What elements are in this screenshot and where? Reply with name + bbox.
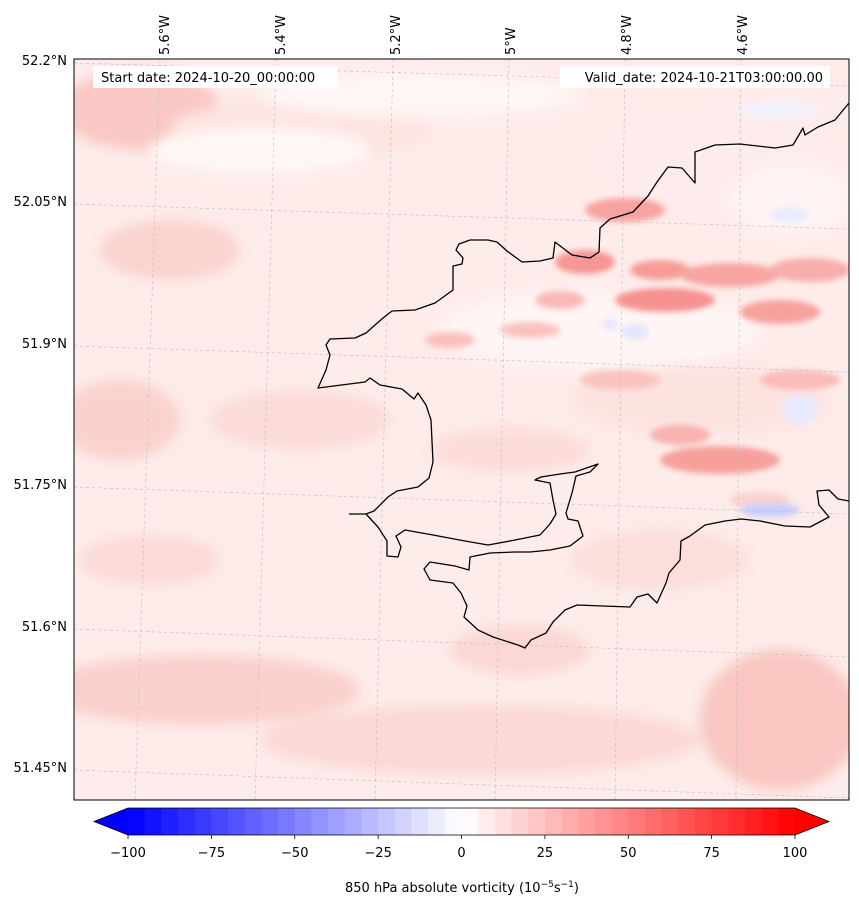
lat-label-52.05N: 52.05°N <box>14 195 67 210</box>
start-date-label: Start date: 2024-10-20_00:00:00 <box>101 71 315 86</box>
start-date-box: Start date: 2024-10-20_00:00:00 <box>93 66 338 88</box>
colorbar-cell <box>344 808 363 835</box>
colorbar-cell <box>311 808 329 835</box>
colorbar-cell <box>244 808 263 835</box>
map-plot-area: Start date: 2024-10-20_00:00:00 Valid_da… <box>73 58 850 801</box>
colorbar-cell <box>761 808 779 835</box>
colorbar-cell <box>528 808 546 835</box>
colorbar-cell <box>778 808 796 835</box>
colorbar-min-extend-arrow <box>94 808 128 835</box>
colorbar-cell <box>578 808 596 835</box>
colorbar-cell <box>694 808 713 835</box>
vorticity-strong-cells <box>425 198 849 508</box>
colorbar-cell <box>428 808 446 835</box>
lat-label-52.2N: 52.2°N <box>22 54 67 69</box>
valid-date-box: Valid_date: 2024-10-21T03:00:00.00 <box>560 66 830 88</box>
colorbar-cell <box>728 808 746 835</box>
colorbar-cell <box>261 808 279 835</box>
colorbar-tick-label: 100 <box>783 846 808 861</box>
colorbar-cell <box>294 808 313 835</box>
colorbar-title: 850 hPa absolute vorticity (10−5s−1) <box>345 880 579 896</box>
colorbar-cell <box>161 808 179 835</box>
lon-label-5W: 5°W <box>504 27 519 55</box>
vorticity-negative-cells <box>602 102 820 517</box>
colorbar-tick-label: 25 <box>537 846 554 861</box>
map-frame <box>73 58 850 801</box>
colorbar-cell <box>628 808 646 835</box>
colorbar-cell <box>394 808 413 835</box>
colorbar-cell <box>228 808 246 835</box>
lon-label-5.2W: 5.2°W <box>389 15 404 55</box>
colorbar-max-extend-arrow <box>795 808 829 835</box>
colorbar-cell <box>611 808 629 835</box>
colorbar-cell <box>544 808 563 835</box>
colorbar-tick-label: 50 <box>620 846 637 861</box>
colorbar-cell <box>361 808 379 835</box>
coastline-north <box>317 102 849 515</box>
colorbar-cell <box>128 808 146 835</box>
latitude-labels: 52.2°N 52.05°N 51.9°N 51.75°N 51.6°N 51.… <box>14 54 67 776</box>
vorticity-field <box>74 70 849 790</box>
colorbar-cell <box>478 808 496 835</box>
colorbar-cell <box>278 808 296 835</box>
colorbar-cell <box>178 808 196 835</box>
lat-label-51.6N: 51.6°N <box>22 620 67 635</box>
colorbar-cell <box>144 808 162 835</box>
longitude-labels: 5.6°W 5.4°W 5.2°W 5°W 4.8°W 4.6°W <box>158 15 751 55</box>
colorbar-cell <box>194 808 212 835</box>
lon-label-4.6W: 4.6°W <box>736 15 751 55</box>
colorbar: −100 −75 −50 −25 0 25 50 75 100 850 hPa absolute… <box>92 807 831 896</box>
colorbar-cell <box>744 808 763 835</box>
colorbar-cell <box>644 808 663 835</box>
colorbar-cell <box>594 808 613 835</box>
colorbar-tick-label: 75 <box>703 846 720 861</box>
colorbar-cell <box>378 808 396 835</box>
lat-label-51.45N: 51.45°N <box>14 761 67 776</box>
colorbar-tick-label: −25 <box>364 846 391 861</box>
colorbar-cell <box>661 808 679 835</box>
colorbar-tick-label: −50 <box>281 846 308 861</box>
colorbar-cell <box>561 808 579 835</box>
colorbar-ticks: −100 −75 −50 −25 0 25 50 75 100 <box>110 835 807 861</box>
coastline <box>317 102 849 649</box>
colorbar-cell <box>211 808 229 835</box>
colorbar-cell <box>461 808 479 835</box>
colorbar-cell <box>494 808 513 835</box>
lon-label-5.6W: 5.6°W <box>158 15 173 55</box>
valid-date-label: Valid_date: 2024-10-21T03:00:00.00 <box>585 71 823 86</box>
colorbar-cell <box>328 808 346 835</box>
colorbar-cell <box>678 808 696 835</box>
colorbar-tick-label: −100 <box>110 846 146 861</box>
lat-label-51.75N: 51.75°N <box>14 478 67 493</box>
colorbar-cell <box>511 808 529 835</box>
colorbar-cell <box>411 808 429 835</box>
colorbar-tick-label: 0 <box>457 846 465 861</box>
colorbar-cell <box>444 808 463 835</box>
colorbar-cell <box>711 808 729 835</box>
colorbar-tick-label: −75 <box>198 846 225 861</box>
lon-label-5.4W: 5.4°W <box>274 15 289 55</box>
colorbar-cells <box>128 808 796 835</box>
coastline-bay <box>365 463 849 649</box>
lat-label-51.9N: 51.9°N <box>22 337 67 352</box>
lon-label-4.8W: 4.8°W <box>620 15 635 55</box>
